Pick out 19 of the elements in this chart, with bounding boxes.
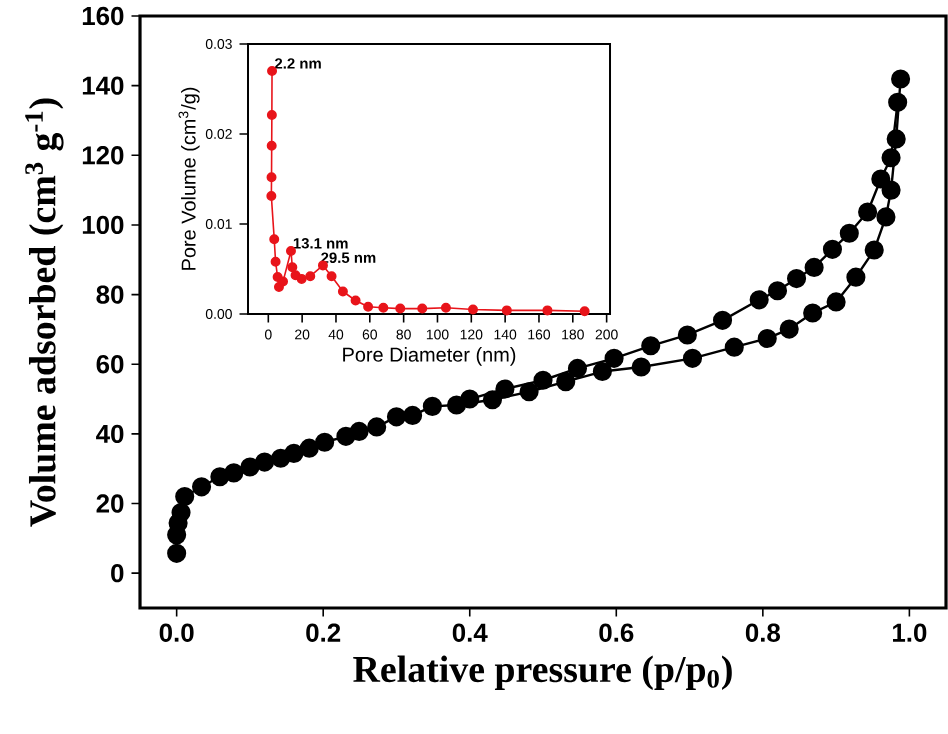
x-axis-title: Pore Diameter (nm) <box>343 347 516 366</box>
x-tick-label: 0.6 <box>599 623 634 642</box>
x-tick-label: 0.2 <box>306 623 341 642</box>
x-tick-label: 0.4 <box>452 623 488 642</box>
x-tick-label: 0.8 <box>745 623 781 642</box>
y-tick-label: 60 <box>96 355 124 374</box>
y-tick-label: 100 <box>82 215 124 235</box>
y-axis-title: Volume adsorbed (cm$^{3}$ g$^{-1}$) <box>25 98 64 527</box>
y-tick-label: 20 <box>96 494 124 513</box>
y-tick-label: 120 <box>82 146 124 165</box>
x-tick-label: 1.0 <box>893 623 927 642</box>
y-tick-label: 140 <box>82 76 124 95</box>
x-tick-label: 0.0 <box>159 623 194 642</box>
y-axis-title: Pore Volume (cm$^{3}$/g) <box>178 87 200 270</box>
y-tick-label: 0 <box>111 564 124 583</box>
y-tick-label: 160 <box>82 6 124 26</box>
y-tick-label: 40 <box>96 424 124 444</box>
y-tick-label: 80 <box>96 285 124 304</box>
x-axis-title: Relative pressure (p/p$_{0}$) <box>353 655 732 690</box>
